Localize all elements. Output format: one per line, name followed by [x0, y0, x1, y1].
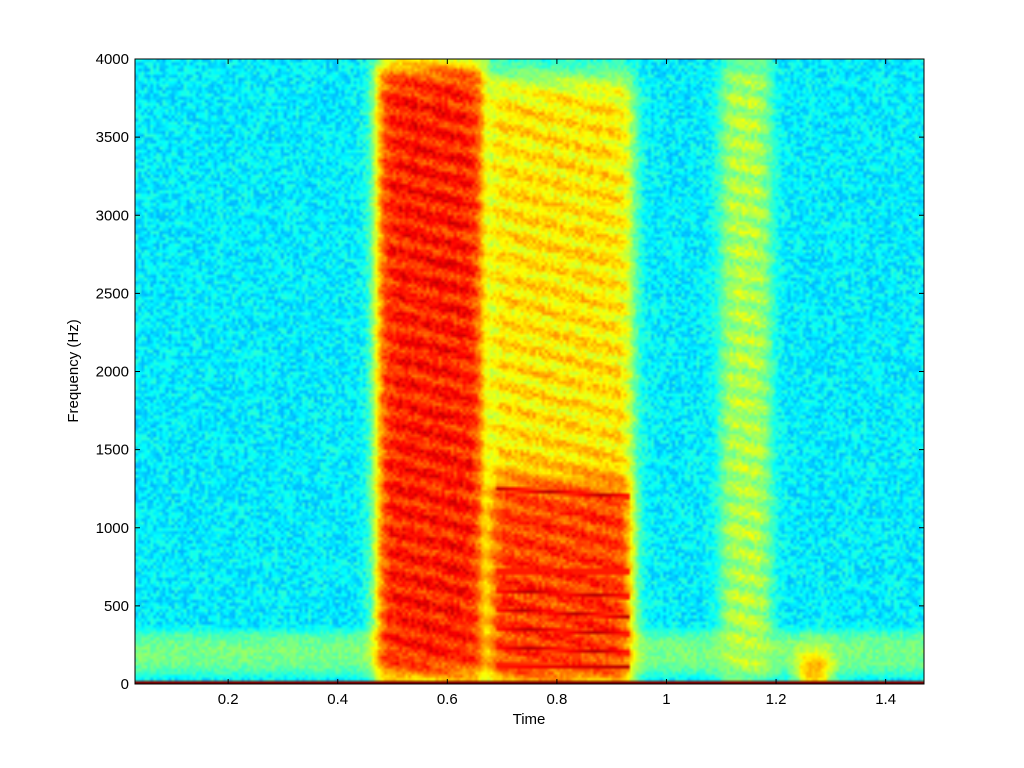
- y-tick-label: 500: [104, 598, 129, 615]
- x-tick-label: 0.2: [218, 691, 239, 708]
- x-tick-label: 1: [662, 691, 670, 708]
- plot-area: [134, 58, 925, 685]
- y-tick-label: 3000: [96, 207, 129, 224]
- y-axis-label: Frequency (Hz): [65, 319, 82, 422]
- x-tick-label: 0.4: [327, 691, 348, 708]
- y-axis: 0 500 1000 1500 2000 2500 3000 3500 4000: [96, 51, 924, 693]
- x-axis-label: Time: [513, 711, 546, 728]
- spectrogram-heatmap: [135, 59, 924, 684]
- y-tick-label: 2000: [96, 364, 129, 381]
- y-tick-label: 1500: [96, 442, 129, 459]
- y-tick-label: 3500: [96, 129, 129, 146]
- y-tick-label: 4000: [96, 51, 129, 68]
- x-tick-label: 0.8: [546, 691, 567, 708]
- x-axis: 0.2 0.4 0.6 0.8 1 1.2 1.4: [218, 59, 896, 708]
- y-tick-label: 0: [121, 676, 129, 693]
- y-tick-label: 2500: [96, 285, 129, 302]
- y-tick-label: 1000: [96, 520, 129, 537]
- x-tick-label: 1.2: [766, 691, 787, 708]
- x-tick-label: 1.4: [875, 691, 896, 708]
- x-tick-label: 0.6: [437, 691, 458, 708]
